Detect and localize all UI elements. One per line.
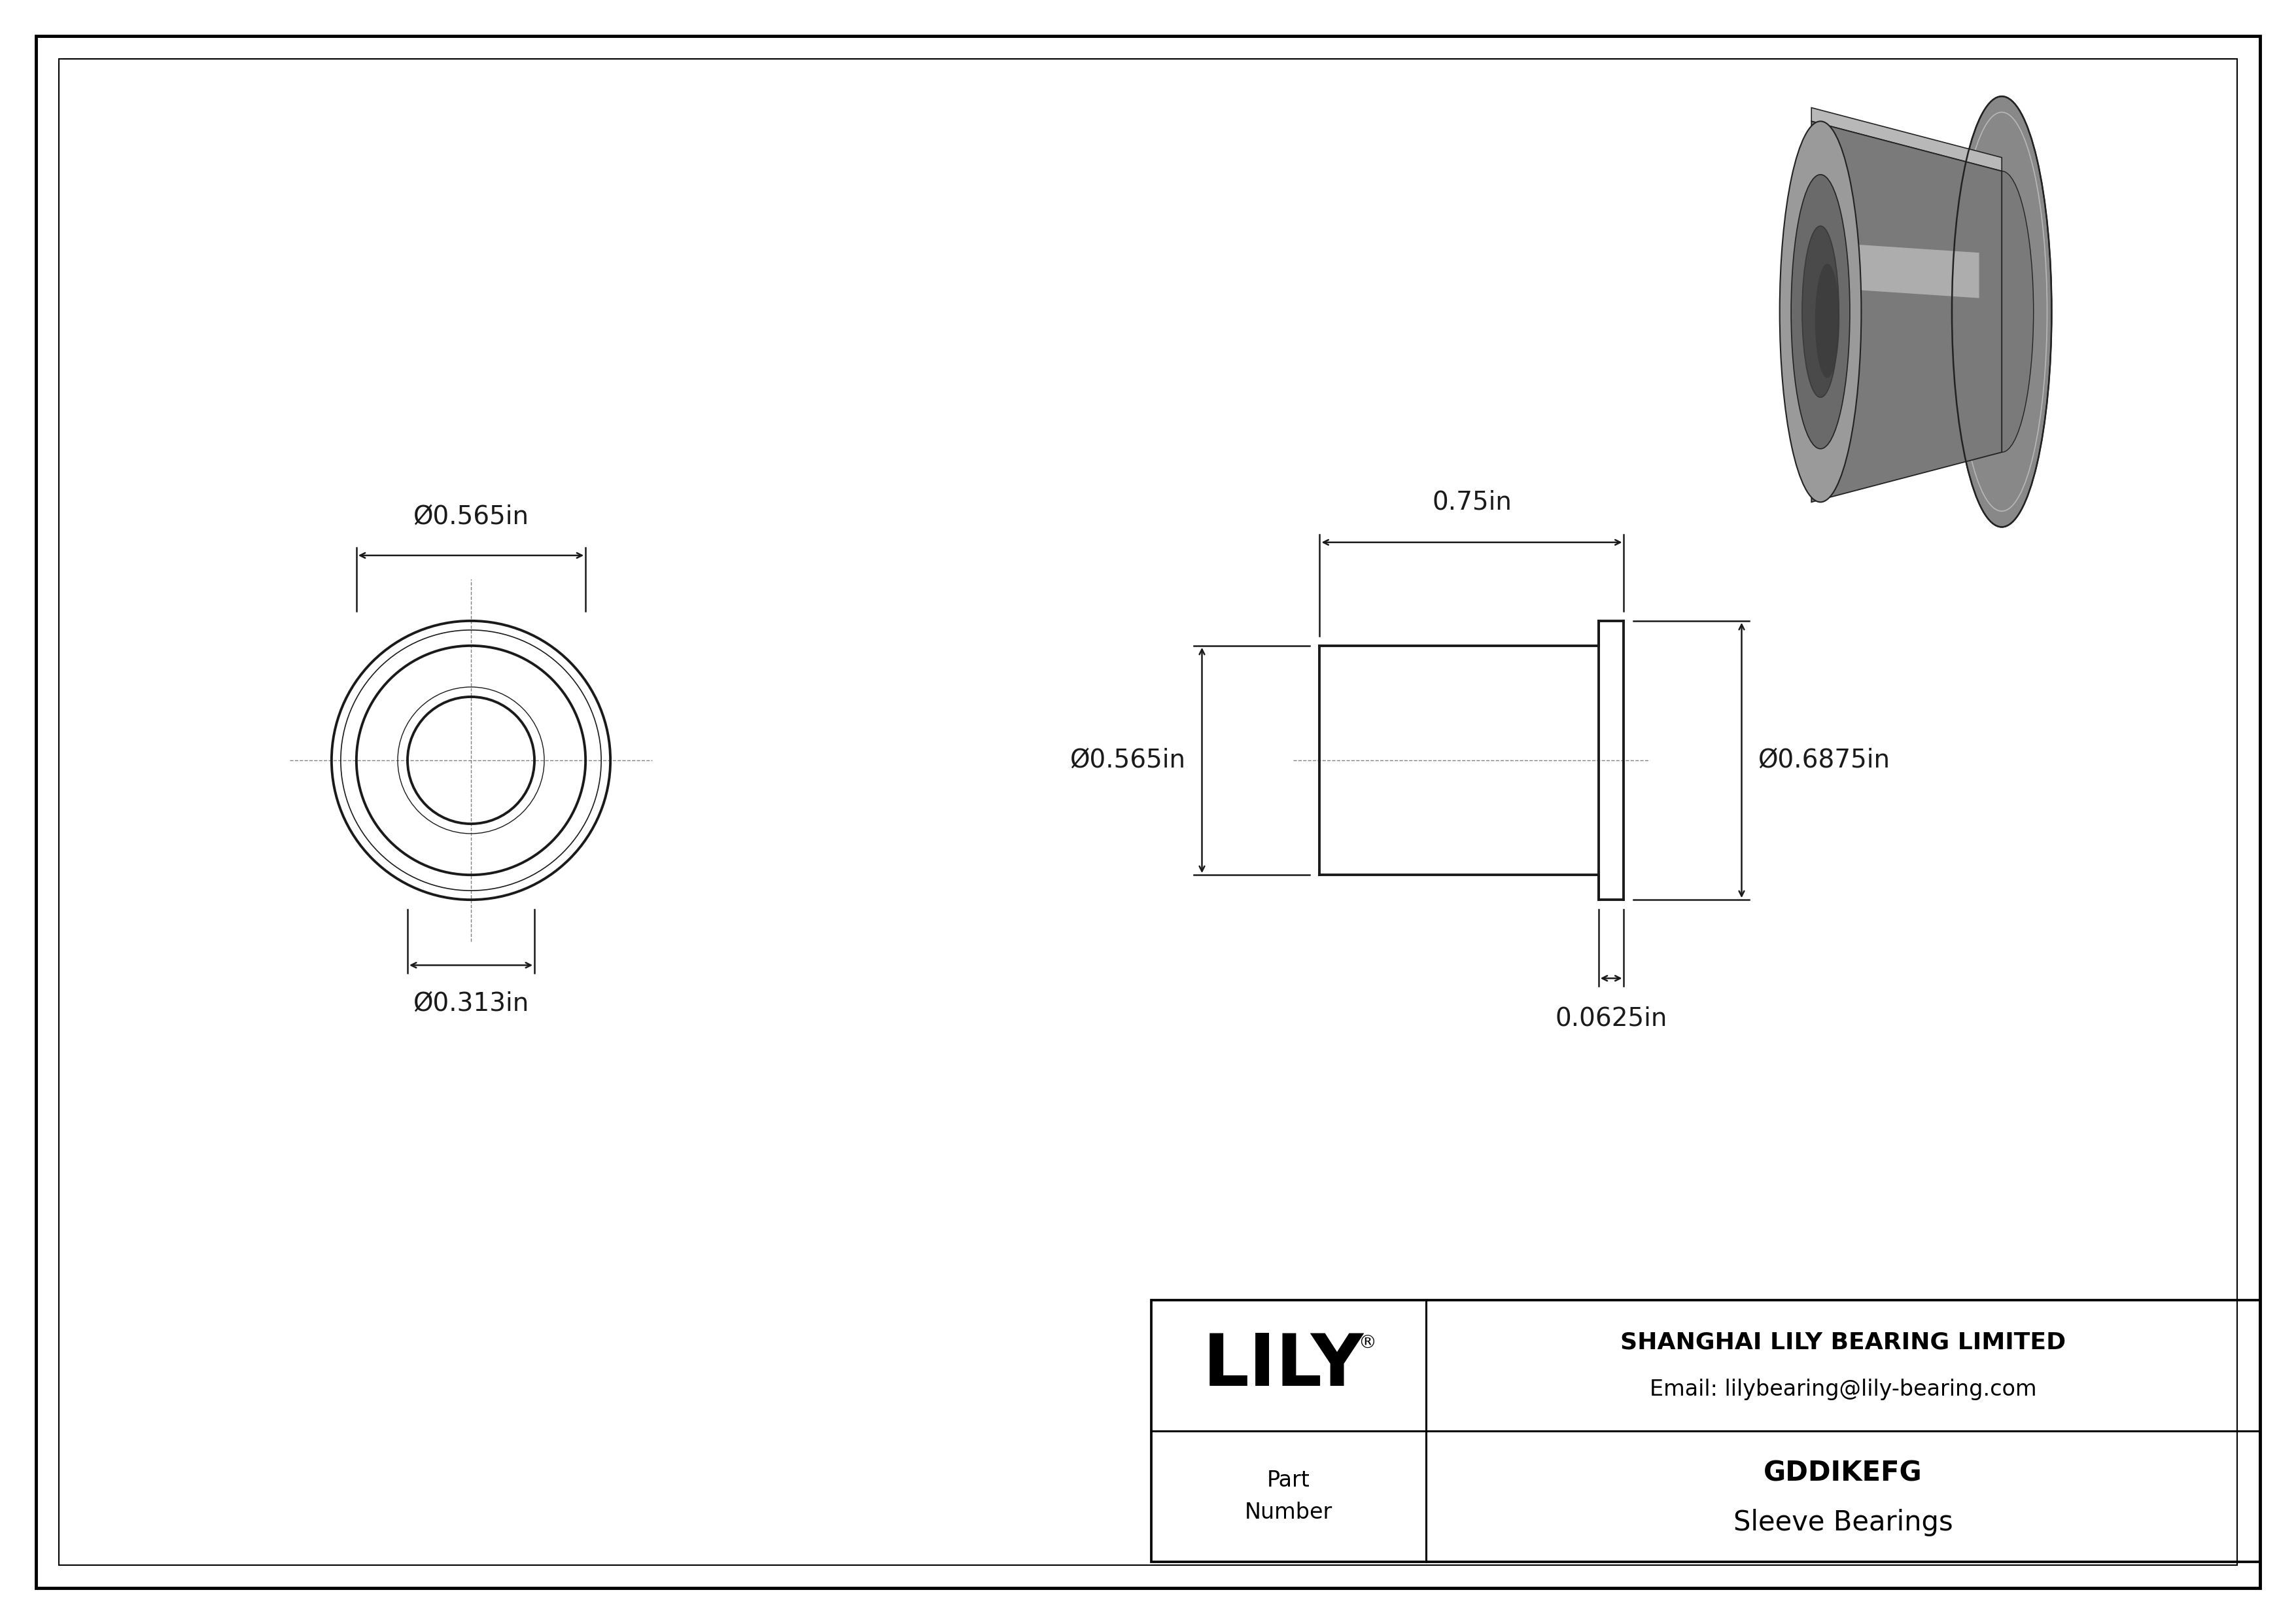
Ellipse shape xyxy=(1816,263,1839,378)
Ellipse shape xyxy=(1970,171,2034,451)
Polygon shape xyxy=(1812,122,2002,502)
Text: GDDIKEFG: GDDIKEFG xyxy=(1763,1458,1922,1486)
Ellipse shape xyxy=(1779,122,1862,502)
Text: Ø0.565in: Ø0.565in xyxy=(1070,749,1185,773)
Bar xyxy=(1150,1301,2259,1562)
Ellipse shape xyxy=(1802,226,1839,398)
Ellipse shape xyxy=(1791,174,1851,448)
Polygon shape xyxy=(1844,244,1979,299)
Text: Ø0.6875in: Ø0.6875in xyxy=(1759,749,1890,773)
Polygon shape xyxy=(1812,107,2002,158)
Text: Email: lilybearing@lily-bearing.com: Email: lilybearing@lily-bearing.com xyxy=(1649,1379,2037,1400)
Text: SHANGHAI LILY BEARING LIMITED: SHANGHAI LILY BEARING LIMITED xyxy=(1621,1332,2066,1353)
Text: 0.75in: 0.75in xyxy=(1433,490,1511,515)
Text: Ø0.313in: Ø0.313in xyxy=(413,991,528,1017)
Text: 0.0625in: 0.0625in xyxy=(1554,1005,1667,1031)
Bar xyxy=(1150,1301,2259,1562)
Ellipse shape xyxy=(1952,96,2053,528)
Text: LILY: LILY xyxy=(1203,1330,1364,1400)
Text: ®: ® xyxy=(1357,1335,1375,1353)
Text: Ø0.565in: Ø0.565in xyxy=(413,505,528,529)
Text: Part
Number: Part Number xyxy=(1244,1470,1332,1523)
Text: Sleeve Bearings: Sleeve Bearings xyxy=(1733,1509,1954,1536)
Polygon shape xyxy=(1812,107,2002,171)
